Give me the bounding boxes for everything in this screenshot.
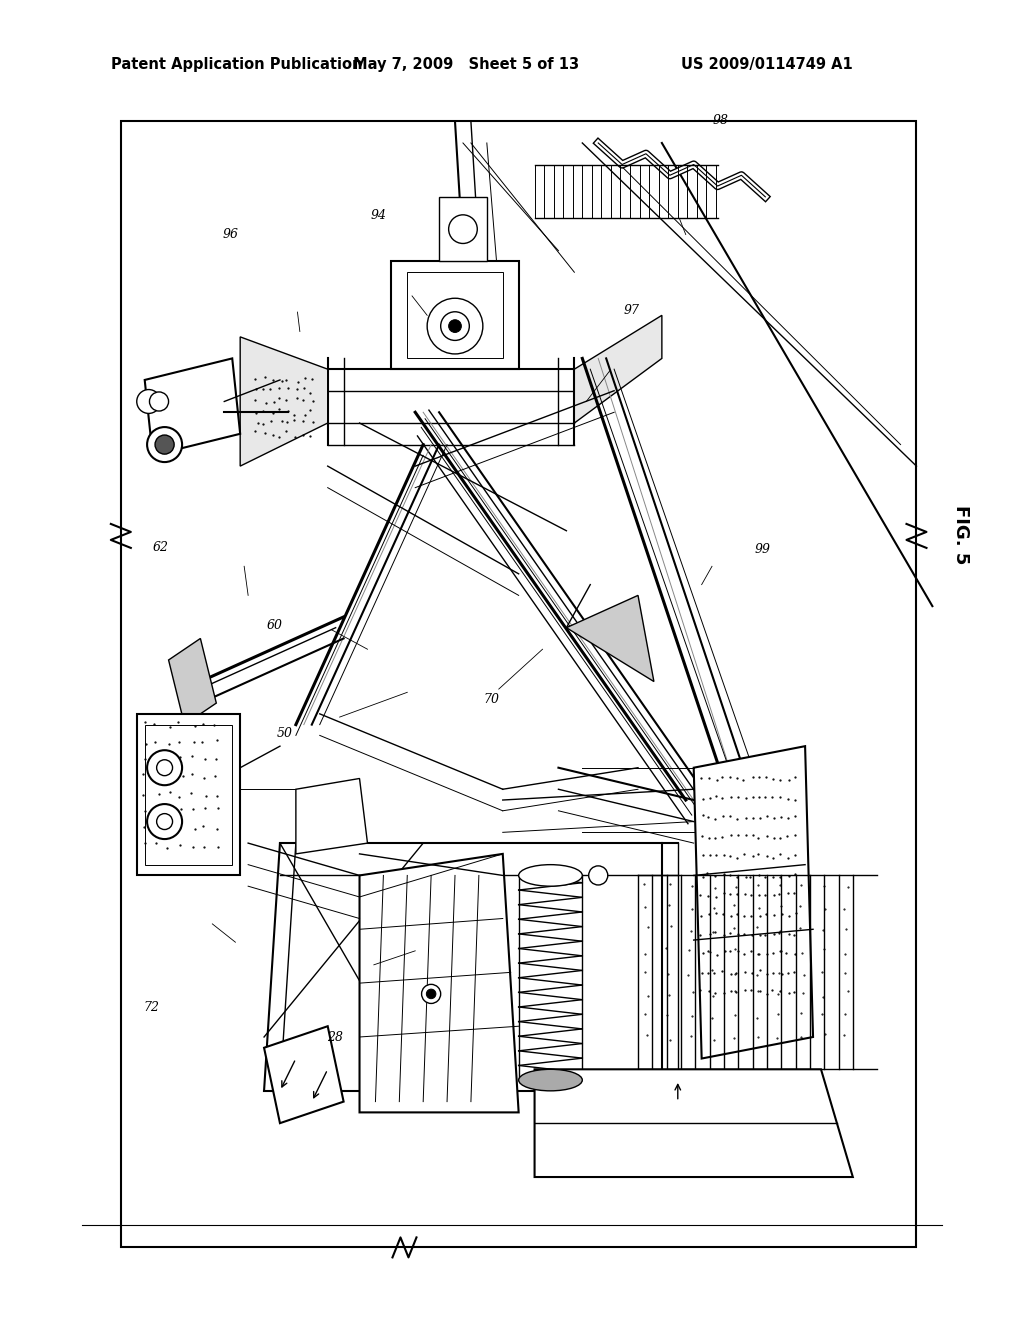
Polygon shape — [359, 854, 518, 1113]
Circle shape — [426, 989, 436, 999]
Circle shape — [147, 804, 182, 840]
Text: 94: 94 — [371, 209, 387, 222]
Text: 96: 96 — [222, 228, 239, 242]
Text: 28: 28 — [327, 1031, 343, 1044]
Text: 62: 62 — [153, 541, 169, 554]
Text: FIG. 5: FIG. 5 — [951, 506, 970, 564]
Polygon shape — [439, 197, 486, 261]
Circle shape — [422, 985, 440, 1003]
Circle shape — [157, 760, 173, 776]
Text: 98: 98 — [713, 114, 729, 127]
Text: 60: 60 — [266, 619, 283, 632]
Polygon shape — [264, 1026, 344, 1123]
Text: 97: 97 — [624, 304, 640, 317]
Circle shape — [147, 750, 182, 785]
Polygon shape — [693, 746, 813, 1059]
Polygon shape — [241, 337, 328, 466]
Text: May 7, 2009   Sheet 5 of 13: May 7, 2009 Sheet 5 of 13 — [353, 57, 580, 71]
Text: 99: 99 — [755, 543, 771, 556]
Circle shape — [137, 389, 161, 413]
Circle shape — [150, 392, 169, 411]
Circle shape — [449, 215, 477, 243]
Circle shape — [440, 312, 469, 341]
Polygon shape — [535, 1069, 853, 1177]
Circle shape — [157, 813, 173, 829]
Circle shape — [427, 298, 483, 354]
Polygon shape — [169, 639, 216, 725]
Ellipse shape — [519, 1069, 583, 1090]
Polygon shape — [391, 261, 518, 370]
Polygon shape — [144, 725, 232, 865]
Circle shape — [147, 428, 182, 462]
Text: US 2009/0114749 A1: US 2009/0114749 A1 — [681, 57, 853, 71]
Text: Patent Application Publication: Patent Application Publication — [111, 57, 362, 71]
Circle shape — [449, 319, 462, 333]
Bar — [121, 121, 916, 1247]
Polygon shape — [566, 595, 654, 681]
Polygon shape — [144, 359, 241, 455]
Polygon shape — [408, 272, 503, 359]
Text: 50: 50 — [276, 727, 293, 741]
Text: 70: 70 — [483, 693, 500, 706]
Polygon shape — [296, 779, 368, 854]
Polygon shape — [137, 714, 241, 875]
Polygon shape — [574, 315, 662, 422]
Text: 72: 72 — [143, 1001, 160, 1014]
Circle shape — [155, 436, 174, 454]
Ellipse shape — [519, 865, 583, 886]
Circle shape — [589, 866, 608, 884]
